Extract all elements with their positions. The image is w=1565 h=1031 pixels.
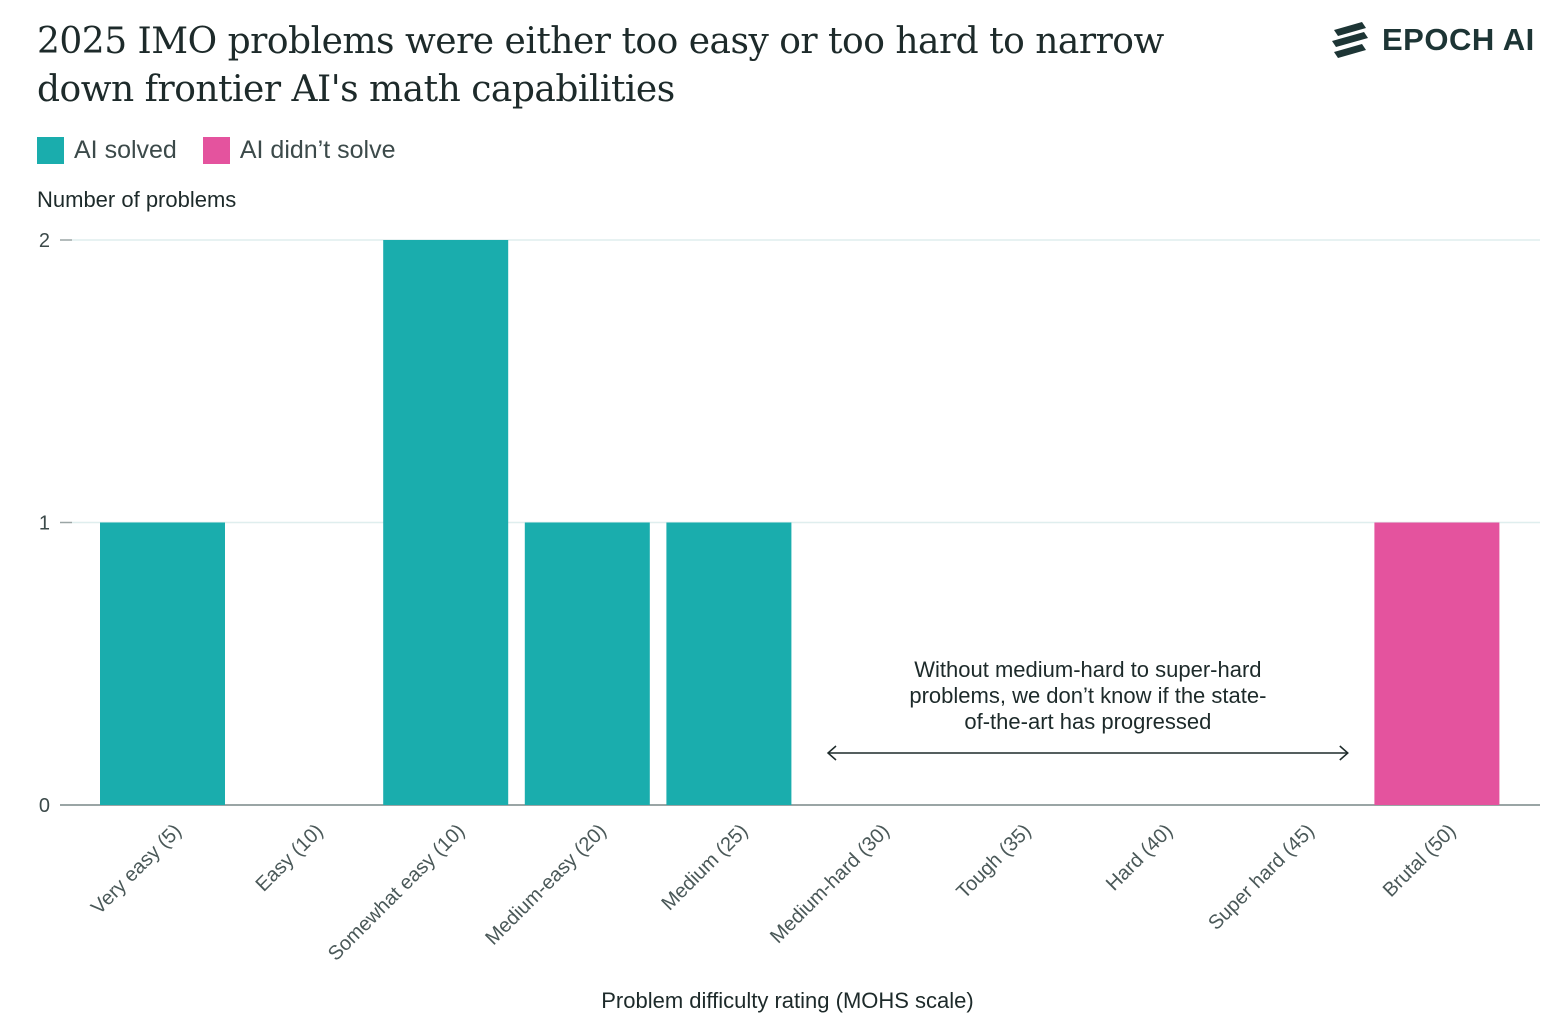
bar-solved[interactable] [524,522,650,806]
annotation-text: problems, we don’t know if the state- [909,683,1266,708]
legend-label-unsolved: AI didn’t solve [239,136,396,164]
annotation-text: of-the-art has progressed [964,709,1211,734]
x-axis-title: Problem difficulty rating (MOHS scale) [601,988,974,1013]
annotation-arrowhead-right [1339,745,1349,761]
legend-item-solved[interactable]: AI solved [37,136,177,165]
annotation-arrowhead-left [826,745,837,761]
x-tick-label: Tough (35) [952,820,1035,903]
x-tick-label: Somewhat easy (10) [324,820,469,965]
y-tick-label: 2 [39,230,50,252]
legend: AI solved AI didn’t solve [37,136,395,165]
bar-solved[interactable] [666,522,792,806]
epoch-logo[interactable]: EPOCH AI [1330,22,1535,58]
x-tick-label: Easy (10) [252,820,328,896]
legend-swatch-solved [37,137,64,164]
logo-text: EPOCH AI [1382,22,1535,57]
bar-unsolved[interactable] [1374,522,1500,806]
x-tick-label: Medium-hard (30) [766,820,894,948]
x-tick-label: Medium (25) [657,820,752,915]
bar-solved[interactable] [100,522,225,806]
annotation-text: Without medium-hard to super-hard [914,657,1261,682]
epoch-logo-icon [1332,22,1368,58]
legend-swatch-unsolved [202,137,230,164]
x-tick-label: Super hard (45) [1204,820,1319,935]
bar-solved[interactable] [383,240,509,805]
x-tick-label: Medium-easy (20) [481,820,611,950]
x-tick-label: Brutal (50) [1379,820,1461,902]
x-tick-label: Very easy (5) [87,820,186,919]
legend-label-solved: AI solved [74,136,177,164]
legend-item-unsolved[interactable]: AI didn’t solve [202,136,396,165]
y-tick-label: 1 [39,513,50,535]
y-axis-title: Number of problems [37,187,237,212]
chart-title: 2025 IMO problems were either too easy o… [37,21,1164,110]
x-tick-label: Hard (40) [1102,820,1177,895]
y-tick-label: 0 [39,795,50,817]
